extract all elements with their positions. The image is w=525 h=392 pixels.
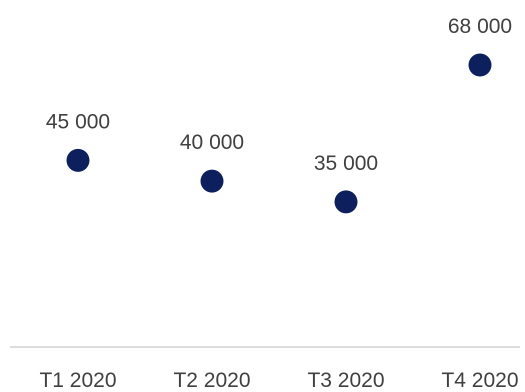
data-label-1: 45 000 [46,110,110,133]
data-point-3 [334,190,358,214]
x-tick-labels: T1 2020 T2 2020 T3 2020 T4 2020 [39,369,518,392]
x-tick-label-2: T2 2020 [173,369,250,392]
data-label-4: 68 000 [448,15,512,38]
data-label-2: 40 000 [180,131,244,154]
data-point-1 [66,148,90,172]
data-labels: 45 000 40 000 35 000 68 000 [46,15,512,175]
x-tick-label-4: T4 2020 [441,369,518,392]
chart-marks [66,53,492,214]
x-tick-label-1: T1 2020 [39,369,116,392]
data-point-2 [200,169,224,193]
data-label-3: 35 000 [314,152,378,175]
x-tick-label-3: T3 2020 [307,369,384,392]
data-point-4 [468,53,492,77]
